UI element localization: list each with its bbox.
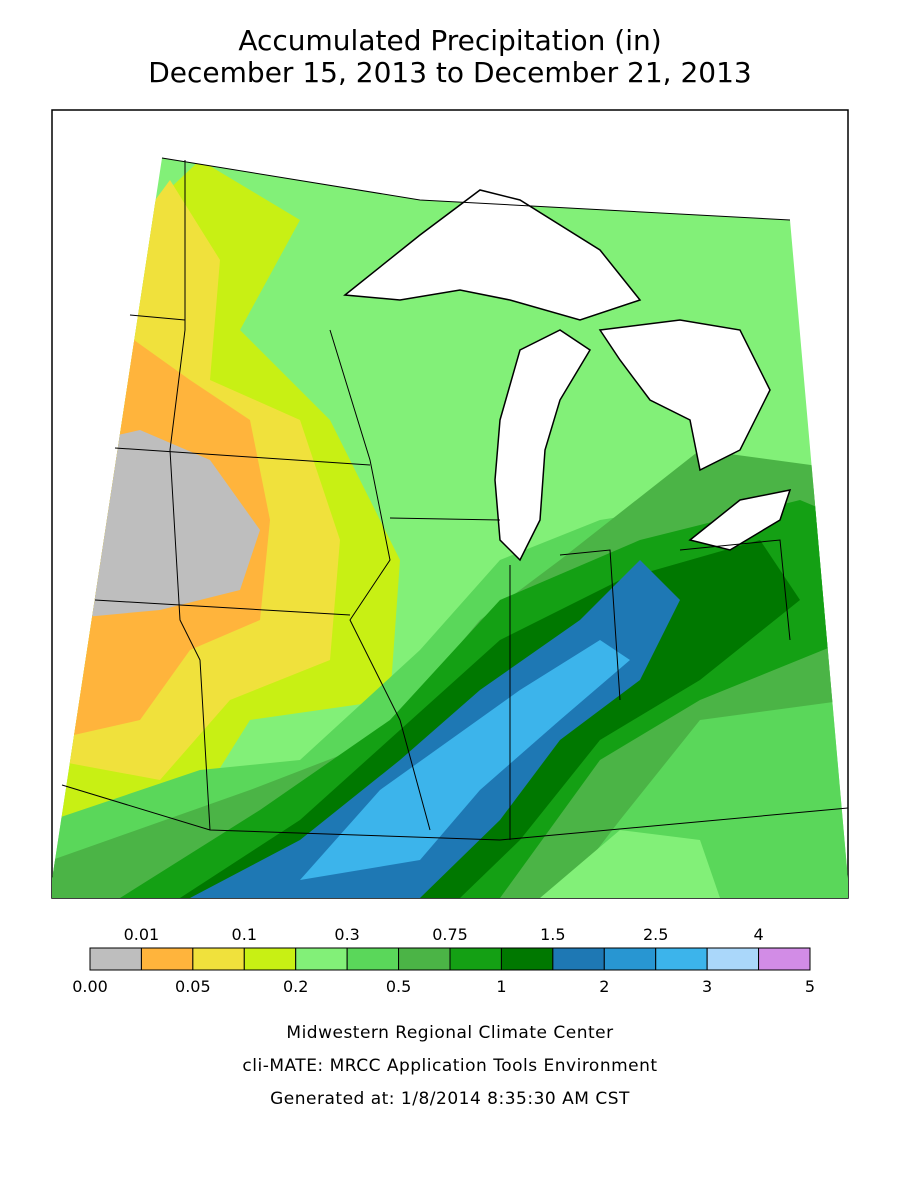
legend-label: 5 [805,977,815,996]
legend-label: 2 [599,977,609,996]
legend-swatch [243,947,297,971]
legend-label: 4 [753,925,763,944]
legend-swatch [295,947,348,971]
legend-label: 0.75 [432,925,468,944]
footer-line: cli-MATE: MRCC Application Tools Environ… [242,1056,657,1076]
legend-label: 1 [496,977,506,996]
legend-label: 0.00 [72,977,108,996]
legend-swatch [706,947,760,971]
legend-swatch [398,947,451,971]
legend-swatch [500,947,554,971]
footer-line: Generated at: 1/8/2014 8:35:30 AM CST [270,1089,630,1109]
legend-label: 0.01 [124,925,160,944]
legend-swatch [603,947,657,971]
borders [61,157,849,841]
legend-swatch [655,947,708,971]
legend-label: 2.5 [643,925,668,944]
legend-label: 3 [702,977,712,996]
legend-swatch [140,947,194,971]
subtitle: December 15, 2013 to December 21, 2013 [148,56,751,89]
legend-label: 0.5 [386,977,411,996]
legend-label: 1.5 [540,925,565,944]
legend-swatch [758,947,811,971]
legend-swatch [552,947,605,971]
legend-label: 0.2 [283,977,308,996]
title: Accumulated Precipitation (in) [238,24,661,57]
footer-line: Midwestern Regional Climate Center [286,1023,613,1043]
legend-swatch [192,947,245,971]
color-legend: 0.00 0.01 0.05 0.1 0.2 0.3 0.5 0.75 1 1.5 2 2.5 3 4 5 [72,925,815,996]
legend-swatch [449,947,502,971]
lakes [343,189,792,562]
legend-swatch [89,947,142,971]
legend-label: 0.1 [232,925,257,944]
legend-label: 0.05 [175,977,211,996]
legend-swatch [346,947,400,971]
legend-label: 0.3 [334,925,359,944]
